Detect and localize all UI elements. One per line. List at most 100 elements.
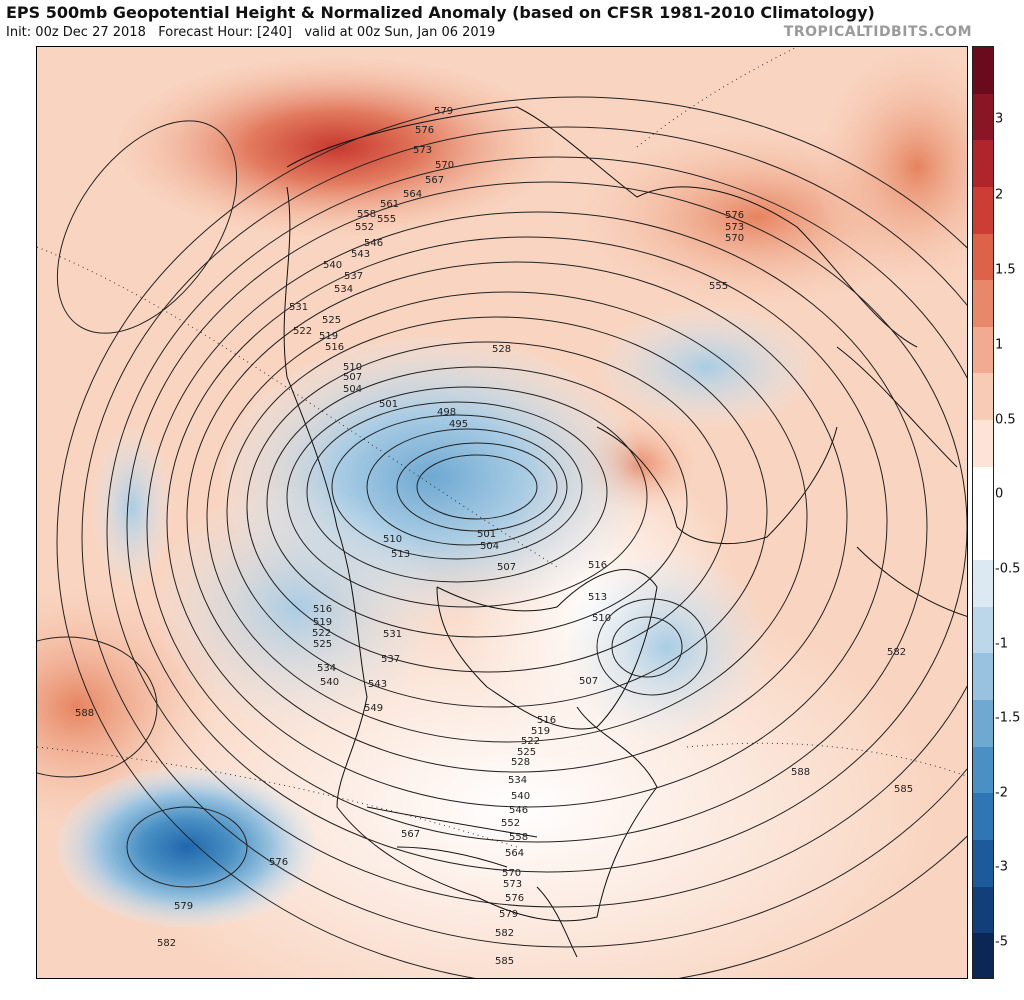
colorbar-segment <box>973 560 993 607</box>
coastlines <box>283 106 967 958</box>
colorbar-segment <box>973 233 993 281</box>
init-time: Init: 00z Dec 27 2018 <box>6 25 146 40</box>
colorbar-tick-label: -0.5 <box>995 561 1021 577</box>
contour-label: 546 <box>364 238 383 249</box>
map-canvas: 579 576 573 570 567 564 561 558 555 552 … <box>37 47 967 978</box>
colorbar-tick-label: 0.5 <box>995 412 1016 428</box>
valid-time: valid at 00z Sun, Jan 06 2019 <box>304 25 496 40</box>
colorbar-segment <box>973 839 993 887</box>
contour-label: 579 <box>174 901 193 912</box>
contour-label: 555 <box>709 281 728 292</box>
contour-label: 576 <box>269 857 288 868</box>
contour-label: 588 <box>75 708 94 719</box>
contour-label: 546 <box>509 805 528 816</box>
contour-label: 516 <box>313 604 332 615</box>
colorbar-tick-label: 0 <box>995 486 1004 502</box>
contour-label: 501 <box>477 529 496 540</box>
contour-label: 534 <box>508 775 527 786</box>
contour-label: 576 <box>505 893 524 904</box>
graticule <box>37 47 967 848</box>
colorbar <box>972 46 994 979</box>
contour-label: 516 <box>588 560 607 571</box>
contour-label: 507 <box>497 562 516 573</box>
colorbar-tick-label: -1.5 <box>995 710 1021 726</box>
contour-label: 585 <box>495 956 514 967</box>
contour-label: 537 <box>344 271 363 282</box>
colorbar-segment <box>973 513 993 561</box>
forecast-hour: Forecast Hour: [240] <box>158 25 292 40</box>
contour-label: 495 <box>449 419 468 430</box>
contour-label: 552 <box>355 222 374 233</box>
contour-label: 543 <box>351 249 370 260</box>
colorbar-segment <box>973 466 993 514</box>
colorbar-segment <box>973 653 993 700</box>
chart-subtitle: Init: 00z Dec 27 2018 Forecast Hour: [24… <box>6 25 495 40</box>
contour-label: 528 <box>511 757 530 768</box>
contour-label: 573 <box>503 879 522 890</box>
contour-label: 555 <box>377 214 396 225</box>
contour-label: 585 <box>894 784 913 795</box>
contour-label: 540 <box>320 677 339 688</box>
height-contours <box>37 96 967 978</box>
contour-label: 516 <box>325 342 344 353</box>
colorbar-segment <box>973 886 993 934</box>
contour-label: 564 <box>505 848 524 859</box>
contour-label: 498 <box>437 407 456 418</box>
contour-label: 543 <box>368 679 387 690</box>
contour-label: 534 <box>317 663 336 674</box>
contour-label: 582 <box>887 647 906 658</box>
colorbar-segment <box>973 186 993 234</box>
colorbar-segment <box>973 280 993 327</box>
contour-label: 534 <box>334 284 353 295</box>
colorbar-segment <box>973 93 993 141</box>
contour-label: 549 <box>364 703 383 714</box>
colorbar-tick-label: -5 <box>995 934 1008 950</box>
colorbar-segment <box>973 326 993 374</box>
contour-label: 573 <box>725 222 744 233</box>
contour-label: 567 <box>425 175 444 186</box>
contour-label: 522 <box>312 628 331 639</box>
contour-label: 507 <box>579 676 598 687</box>
contour-label: 522 <box>521 736 540 747</box>
colorbar-segment <box>973 140 993 187</box>
contour-label: 558 <box>509 832 528 843</box>
contour-label: 540 <box>323 260 342 271</box>
colorbar-tick-label: -3 <box>995 859 1008 875</box>
colorbar-segment <box>973 699 993 747</box>
contour-label: 540 <box>511 791 530 802</box>
colorbar-tick-label: 2 <box>995 187 1004 203</box>
contour-label: 558 <box>357 209 376 220</box>
contour-label: 570 <box>725 233 744 244</box>
contour-label: 522 <box>293 326 312 337</box>
colorbar-segment <box>973 746 993 794</box>
contour-label: 570 <box>435 160 454 171</box>
contour-label: 525 <box>313 639 332 650</box>
contour-label: 507 <box>343 372 362 383</box>
contour-label: 516 <box>537 715 556 726</box>
contour-label: 537 <box>381 654 400 665</box>
contour-label: 531 <box>289 302 308 313</box>
colorbar-segment <box>973 420 993 467</box>
contour-label: 525 <box>322 315 341 326</box>
chart-title: EPS 500mb Geopotential Height & Normaliz… <box>6 3 875 22</box>
contour-label: 579 <box>499 909 518 920</box>
contour-label: 504 <box>343 384 362 395</box>
contour-label: 582 <box>157 938 176 949</box>
anomaly-shading <box>37 47 967 978</box>
colorbar-segment <box>973 933 993 978</box>
contour-label: 570 <box>502 868 521 879</box>
contour-label: 573 <box>413 145 432 156</box>
contour-label: 588 <box>791 767 810 778</box>
colorbar-tick-label: 1 <box>995 337 1004 353</box>
contour-label: 510 <box>343 362 362 373</box>
contour-label: 519 <box>319 331 338 342</box>
contour-label: 564 <box>403 189 422 200</box>
contour-label: 525 <box>517 747 536 758</box>
colorbar-tick-label: 1.5 <box>995 262 1016 278</box>
contour-label: 513 <box>588 592 607 603</box>
colorbar-segment <box>973 606 993 654</box>
contour-label: 519 <box>313 617 332 628</box>
contour-label: 528 <box>492 344 511 355</box>
contour-label: 501 <box>379 399 398 410</box>
contour-label: 576 <box>415 125 434 136</box>
